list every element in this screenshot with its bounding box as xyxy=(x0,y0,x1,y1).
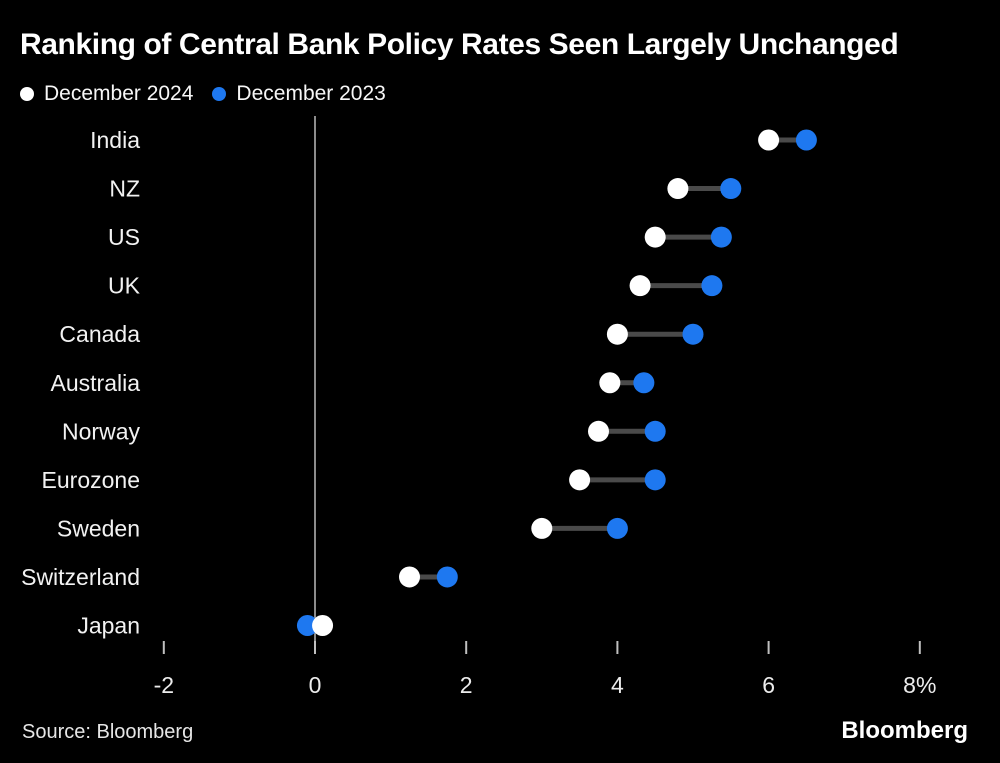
category-label: Eurozone xyxy=(42,467,140,493)
category-label: Switzerland xyxy=(21,564,140,590)
dot-december-2023 xyxy=(644,469,666,491)
dot-december-2023 xyxy=(710,226,732,248)
dot-december-2024 xyxy=(569,469,591,491)
category-label: NZ xyxy=(109,176,140,202)
dot-december-2023 xyxy=(436,566,458,588)
bloomberg-logo: Bloomberg xyxy=(841,717,968,744)
legend-item-dec-2024: December 2024 xyxy=(20,82,193,106)
dot-december-2024 xyxy=(606,323,628,345)
dot-december-2023 xyxy=(633,372,655,394)
category-label: Sweden xyxy=(57,515,140,541)
legend: December 2024 December 2023 xyxy=(20,82,386,106)
source-note: Source: Bloomberg xyxy=(22,721,194,743)
legend-item-dec-2023: December 2023 xyxy=(212,82,386,106)
category-label: Japan xyxy=(77,613,140,639)
category-label: US xyxy=(108,224,140,250)
x-tick-label: -2 xyxy=(154,672,174,698)
x-tick-label: 6 xyxy=(762,672,775,698)
category-label: Canada xyxy=(59,321,140,347)
dot-december-2024 xyxy=(312,615,334,636)
dot-december-2024 xyxy=(599,372,621,394)
dot-december-2023 xyxy=(701,275,723,297)
dot-december-2023 xyxy=(795,129,817,151)
dot-december-2024 xyxy=(588,420,609,442)
dot-december-2023 xyxy=(296,615,318,636)
dot-december-2024 xyxy=(758,129,780,151)
dot-december-2024 xyxy=(531,517,553,539)
x-tick-label: 8% xyxy=(903,672,936,698)
dot-december-2024 xyxy=(667,178,689,200)
category-label: Australia xyxy=(51,370,141,396)
x-tick-label: 2 xyxy=(460,672,473,698)
dot-december-2023 xyxy=(720,178,742,200)
dot-december-2023 xyxy=(682,323,704,345)
category-label: India xyxy=(90,127,140,153)
dot-december-2024 xyxy=(629,275,651,297)
dot-december-2023 xyxy=(606,517,628,539)
x-tick-label: 4 xyxy=(611,672,624,698)
legend-label: December 2023 xyxy=(236,82,386,105)
legend-dot-white-icon xyxy=(20,87,34,101)
category-label: Norway xyxy=(62,418,140,444)
x-tick-label: 0 xyxy=(309,672,322,698)
legend-label: December 2024 xyxy=(44,82,194,105)
chart-title: Ranking of Central Bank Policy Rates See… xyxy=(20,28,899,61)
legend-dot-blue-icon xyxy=(212,87,227,101)
dot-december-2024 xyxy=(644,226,666,248)
dot-december-2023 xyxy=(644,420,666,442)
category-label: UK xyxy=(108,273,141,299)
dot-december-2024 xyxy=(399,566,420,588)
